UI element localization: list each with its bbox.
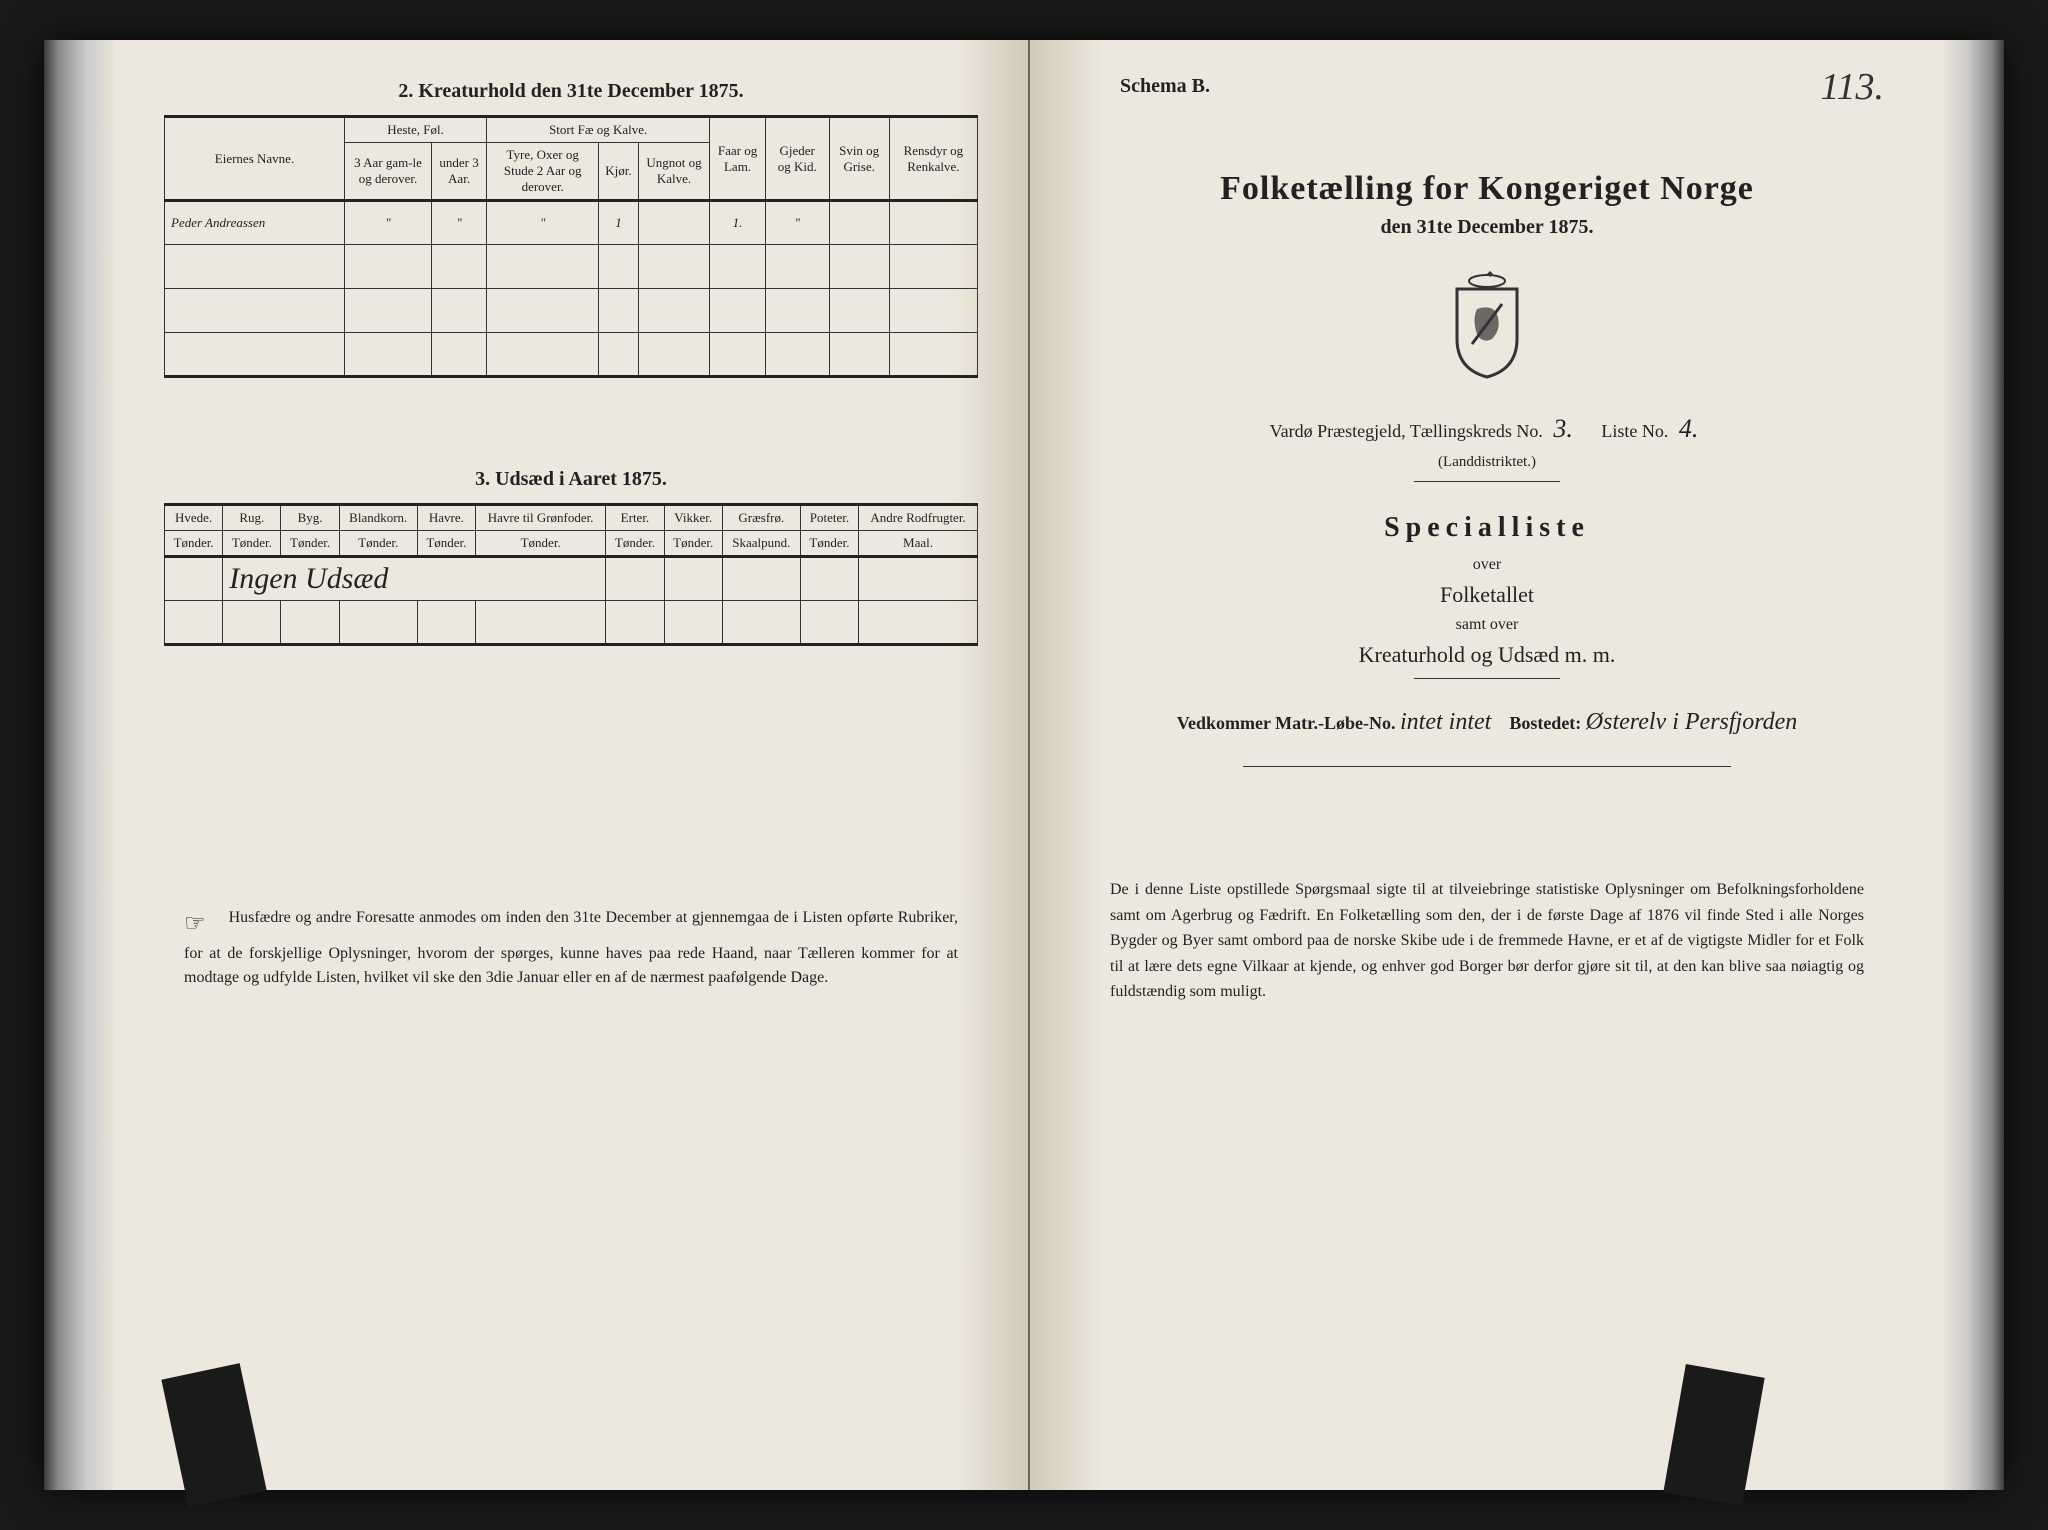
liste-label: Liste No. xyxy=(1601,421,1668,441)
samt-over: samt over xyxy=(1080,616,1894,634)
col-cattle-2: Kjør. xyxy=(599,143,638,201)
u10: Tønder. xyxy=(800,531,858,557)
cell-v9 xyxy=(889,201,977,245)
seed-table: Hvede. Rug. Byg. Blandkorn. Havre. Havre… xyxy=(164,503,978,646)
kreaturhold-line: Kreaturhold og Udsæd m. m. xyxy=(1080,642,1894,668)
u7: Tønder. xyxy=(606,531,664,557)
col-horses-2: under 3 Aar. xyxy=(432,143,487,201)
vedkommer-label: Vedkommer Matr.-Løbe-No. xyxy=(1177,713,1396,733)
left-footnote: Husfædre og andre Foresatte anmodes om i… xyxy=(184,909,958,986)
cell-v3: " xyxy=(487,201,599,245)
right-page: Schema B. 113. Folketælling for Kongerig… xyxy=(1030,40,1944,1490)
col-cattle-1: Tyre, Oxer og Stude 2 Aar og derover. xyxy=(487,143,599,201)
cell-v4: 1 xyxy=(599,201,638,245)
u3: Tønder. xyxy=(281,531,339,557)
rule-3 xyxy=(1243,766,1731,767)
census-subtitle: den 31te December 1875. xyxy=(1080,216,1894,239)
over-1: over xyxy=(1080,556,1894,574)
u9: Skaalpund. xyxy=(722,531,800,557)
rule-2 xyxy=(1414,678,1561,679)
c1: Hvede. xyxy=(165,505,223,531)
col-horses: Heste, Føl. xyxy=(345,117,487,143)
specialliste-heading: Specialliste xyxy=(1080,512,1894,544)
cell-v1: " xyxy=(345,201,432,245)
c9: Græsfrø. xyxy=(722,505,800,531)
matr-no: intet intet xyxy=(1400,709,1491,735)
cell-v8 xyxy=(829,201,889,245)
cell-v2: " xyxy=(432,201,487,245)
owner-cell: Peder Andreassen xyxy=(165,201,345,245)
u11: Maal. xyxy=(859,531,978,557)
vedkommer-line: Vedkommer Matr.-Løbe-No. intet intet Bos… xyxy=(1080,709,1894,736)
book-spread: 2. Kreaturhold den 31te December 1875. E… xyxy=(44,40,2004,1490)
col-horses-1: 3 Aar gam-le og derover. xyxy=(345,143,432,201)
c4: Blandkorn. xyxy=(339,505,417,531)
col-pigs: Svin og Grise. xyxy=(829,117,889,201)
u4: Tønder. xyxy=(339,531,417,557)
left-footnote-block: ☞ Husfædre og andre Foresatte anmodes om… xyxy=(164,906,978,990)
kreds-no: 3. xyxy=(1547,414,1579,443)
u6: Tønder. xyxy=(475,531,605,557)
u8: Tønder. xyxy=(664,531,722,557)
col-reindeer: Rensdyr og Renkalve. xyxy=(889,117,977,201)
c6: Havre til Grønfoder. xyxy=(475,505,605,531)
u5: Tønder. xyxy=(417,531,475,557)
section3-title: 3. Udsæd i Aaret 1875. xyxy=(164,468,978,491)
cell-v5 xyxy=(638,201,710,245)
left-page: 2. Kreaturhold den 31te December 1875. E… xyxy=(114,40,1030,1490)
cell-v7: " xyxy=(765,201,829,245)
col-owner: Eiernes Navne. xyxy=(165,117,345,201)
parish-line: Vardø Præstegjeld, Tællingskreds No. 3. … xyxy=(1080,414,1894,444)
pointing-hand-icon: ☞ xyxy=(184,906,224,942)
col-goats: Gjeder og Kid. xyxy=(765,117,829,201)
col-cattle-3: Ungnot og Kalve. xyxy=(638,143,710,201)
c11: Andre Rodfrugter. xyxy=(859,505,978,531)
page-edge-left xyxy=(44,40,114,1490)
col-sheep: Faar og Lam. xyxy=(710,117,766,201)
c2: Rug. xyxy=(223,505,281,531)
c10: Poteter. xyxy=(800,505,858,531)
u1: Tønder. xyxy=(165,531,223,557)
section2-title: 2. Kreaturhold den 31te December 1875. xyxy=(164,80,978,103)
census-title: Folketælling for Kongeriget Norge xyxy=(1080,170,1894,208)
col-cattle: Stort Fæ og Kalve. xyxy=(487,117,710,143)
c3: Byg. xyxy=(281,505,339,531)
landdistrikt: (Landdistriktet.) xyxy=(1080,454,1894,471)
livestock-table: Eiernes Navne. Heste, Føl. Stort Fæ og K… xyxy=(164,115,978,378)
rule xyxy=(1414,481,1561,482)
c8: Vikker. xyxy=(664,505,722,531)
coat-of-arms-icon xyxy=(1080,269,1894,384)
bostedet-value: Østerelv i Persfjorden xyxy=(1586,709,1798,735)
c7: Erter. xyxy=(606,505,664,531)
schema-label: Schema B. xyxy=(1120,75,1210,98)
cell-v6: 1. xyxy=(710,201,766,245)
c5: Havre. xyxy=(417,505,475,531)
page-number: 113. xyxy=(1820,65,1884,109)
u2: Tønder. xyxy=(223,531,281,557)
page-edge-right xyxy=(1944,40,2004,1490)
liste-no: 4. xyxy=(1673,414,1705,443)
seed-none: Ingen Udsæd xyxy=(223,557,606,601)
parish-text: Vardø Præstegjeld, Tællingskreds No. xyxy=(1270,421,1543,441)
bostedet-label: Bostedet: xyxy=(1509,713,1581,733)
right-footnote: De i denne Liste opstillede Spørgsmaal s… xyxy=(1080,877,1894,1005)
folketallet: Folketallet xyxy=(1080,582,1894,608)
